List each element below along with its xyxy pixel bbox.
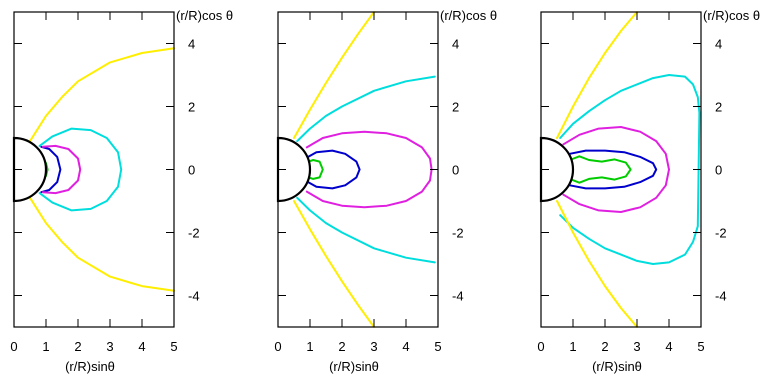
y-tick-label: 4 bbox=[715, 37, 722, 52]
x-tick-label: 4 bbox=[665, 339, 672, 354]
y-axis-label: (r/R)cos θ bbox=[176, 8, 233, 23]
y-tick-label: -2 bbox=[715, 226, 727, 241]
y-tick-label: -4 bbox=[715, 289, 727, 304]
x-tick-label: 0 bbox=[274, 339, 281, 354]
y-tick-label: -2 bbox=[452, 226, 464, 241]
field-line-3 bbox=[562, 126, 670, 213]
y-tick-label: 0 bbox=[452, 163, 459, 178]
y-axis-label: (r/R)cos θ bbox=[703, 8, 760, 23]
y-tick-label: -4 bbox=[452, 289, 464, 304]
x-tick-label: 3 bbox=[633, 339, 640, 354]
chart-panel-1: 0 1 2 3 4 5 4 2 0 -2 -4 (r/R)sinθ (r/R)cos θ bbox=[10, 8, 233, 374]
field-line-5 bbox=[296, 196, 436, 264]
x-tick-label: 1 bbox=[569, 339, 576, 354]
y-tick-label: 2 bbox=[715, 100, 722, 115]
x-tick-label: 3 bbox=[106, 339, 113, 354]
field-line-3 bbox=[41, 144, 82, 195]
field-line-2 bbox=[40, 145, 62, 194]
y-tick-label: 0 bbox=[715, 163, 722, 178]
x-tick-label: 1 bbox=[42, 339, 49, 354]
y-tick-label: 2 bbox=[452, 100, 459, 115]
field-line-3 bbox=[305, 130, 433, 209]
y-tick-label: -2 bbox=[188, 226, 200, 241]
y-axis-label: (r/R)cos θ bbox=[440, 8, 497, 23]
x-tick-label: 1 bbox=[306, 339, 313, 354]
x-tick-label: 4 bbox=[138, 339, 145, 354]
x-tick-label: 5 bbox=[434, 339, 441, 354]
y-tick-label: 0 bbox=[188, 163, 195, 178]
field-line-4 bbox=[38, 127, 123, 212]
field-line-1 bbox=[302, 159, 324, 180]
field-line-6 bbox=[556, 200, 638, 328]
x-tick-label: 2 bbox=[601, 339, 608, 354]
field-line-5 bbox=[29, 47, 175, 143]
field-line-2 bbox=[568, 149, 658, 190]
x-tick-label: 5 bbox=[697, 339, 704, 354]
star-half-disc bbox=[539, 136, 575, 203]
x-tick-label: 0 bbox=[537, 339, 544, 354]
chart-panel-3: 0 1 2 3 4 5 4 2 0 -2 -4 (r/R)sinθ (r/R)cos θ bbox=[537, 8, 760, 374]
star-half-disc bbox=[276, 136, 312, 203]
x-tick-label: 4 bbox=[402, 339, 409, 354]
y-tick-label: 4 bbox=[452, 37, 459, 52]
x-axis-label: (r/R)sinθ bbox=[329, 359, 379, 374]
chart-panel-2: 0 1 2 3 4 5 4 2 0 -2 -4 (r/R)sinθ (r/R)cos θ bbox=[274, 8, 497, 374]
y-tick-label: -4 bbox=[188, 289, 200, 304]
x-tick-label: 3 bbox=[370, 339, 377, 354]
x-tick-label: 0 bbox=[10, 339, 17, 354]
field-line-2 bbox=[304, 149, 361, 190]
field-line-6 bbox=[29, 196, 175, 292]
star-half-disc bbox=[12, 136, 48, 203]
field-line-6 bbox=[293, 11, 375, 139]
field-line-4 bbox=[296, 75, 436, 143]
x-tick-label: 2 bbox=[338, 339, 345, 354]
field-line-5 bbox=[556, 11, 638, 139]
y-tick-label: 4 bbox=[188, 37, 195, 52]
y-tick-label: 2 bbox=[188, 100, 195, 115]
x-axis-label: (r/R)sinθ bbox=[65, 359, 115, 374]
field-line-1 bbox=[568, 155, 632, 184]
field-line-4 bbox=[559, 74, 701, 265]
x-tick-label: 2 bbox=[74, 339, 81, 354]
field-line-7 bbox=[293, 200, 375, 328]
x-tick-label: 5 bbox=[170, 339, 177, 354]
x-axis-label: (r/R)sinθ bbox=[592, 359, 642, 374]
